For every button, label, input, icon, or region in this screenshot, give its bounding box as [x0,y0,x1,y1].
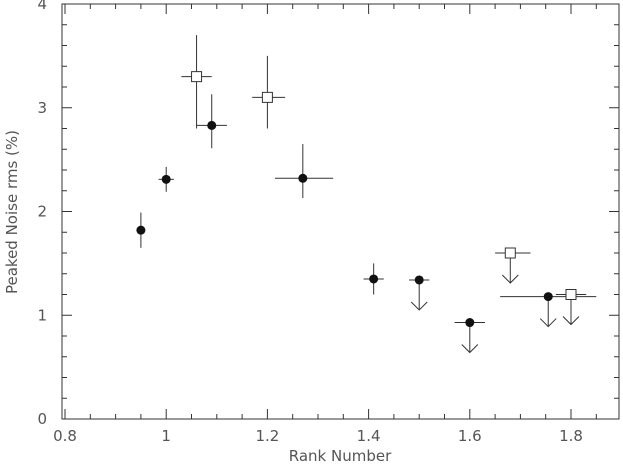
filled-circle-marker [207,120,217,130]
x-axis-label: Rank Number [289,447,392,465]
data-marks [136,35,597,354]
filled-circle-marker [136,225,146,235]
filled-circle-marker [298,173,308,183]
open-square-marker [504,247,516,259]
upper-limit-arrow [562,316,580,326]
x-tick-label: 1.8 [559,427,583,445]
y-tick-label: 2 [37,203,47,221]
square-data-point [252,55,286,129]
filled-circle-marker [414,275,424,285]
plot-frame [61,3,620,420]
upper-limit-arrow [410,301,428,311]
open-square-marker [565,289,577,300]
y-axis-label: Peaked Noise rms (%) [3,130,21,294]
upper-limit-arrow [501,274,519,284]
y-tick-label: 1 [37,306,47,324]
circle-data-point [196,94,227,149]
open-square-marker [261,91,273,103]
x-tick-label: 1.6 [458,427,482,445]
circle-data-point [454,318,485,354]
y-tick-label: 3 [37,99,47,117]
x-tick-label: 1 [161,427,171,445]
upper-limit-arrow [539,318,557,328]
filled-circle-marker [543,292,553,302]
axis-tick-labels: 0.8 1 1.2 1.4 1.6 1.8 0 1 2 3 4 [37,0,582,445]
circle-data-point [409,275,430,311]
y-tick-label: 0 [37,410,47,428]
circle-data-point [136,212,146,248]
x-tick-label: 1.2 [255,427,279,445]
square-data-point [181,35,212,129]
x-tick-label: 0.8 [53,427,77,445]
x-tick-label: 1.4 [357,427,381,445]
y-tick-label: 4 [37,0,47,13]
circle-data-point [363,263,384,295]
filled-circle-marker [369,274,379,284]
open-square-marker [191,71,203,83]
square-data-point [555,289,587,326]
circle-data-point [500,292,597,328]
filled-circle-marker [465,318,475,328]
upper-limit-arrow [461,344,479,354]
square-data-point [495,247,531,284]
filled-circle-marker [161,174,171,184]
circle-data-point [274,144,334,199]
axis-ticks [62,3,619,420]
circle-data-point [158,166,174,192]
